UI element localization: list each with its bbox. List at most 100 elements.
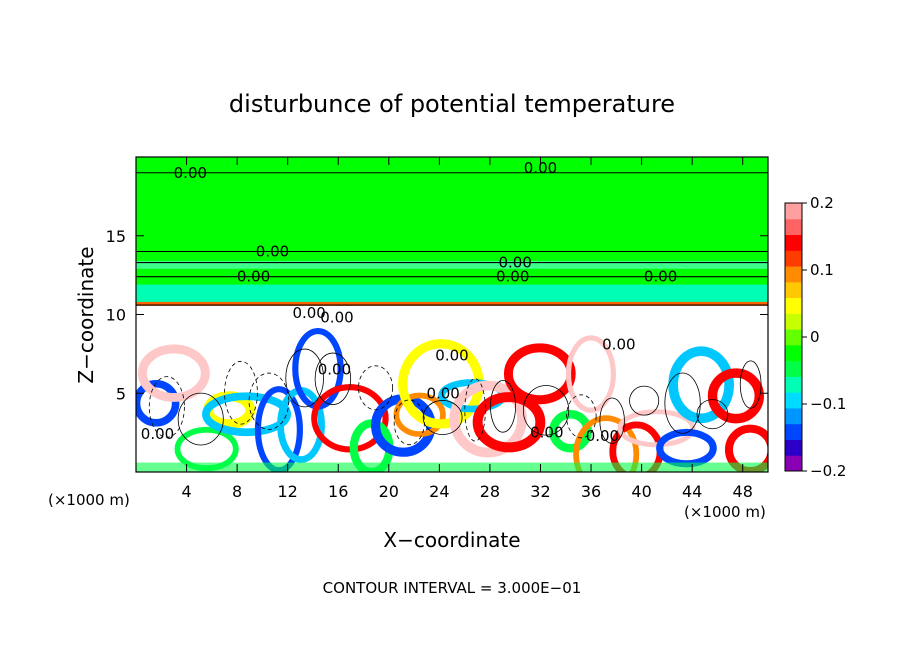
contour-line: [464, 378, 486, 442]
x-tick-label: 12: [278, 482, 298, 501]
contour-label: 0.00: [530, 424, 563, 442]
colorbar-swatch: [785, 266, 802, 283]
contour-line: [314, 352, 352, 405]
colorbar-swatch: [785, 313, 802, 330]
contour-label: 0.00: [292, 304, 325, 322]
contour-label: 0.00: [256, 243, 289, 261]
contour-line: [358, 365, 393, 411]
contour-line: [629, 385, 660, 416]
contour-label: 0.00: [602, 335, 635, 353]
colorbar-tick-label: −0.1: [810, 395, 846, 413]
y-axis-label: Z−coordinate: [74, 246, 98, 383]
x-axis-label: X−coordinate: [383, 528, 520, 552]
colorbar-swatch: [785, 407, 802, 425]
contour-line: [393, 399, 425, 446]
colorbar-tick-label: 0.2: [810, 194, 834, 212]
x-tick-label: 44: [682, 482, 702, 501]
plume: [137, 344, 210, 402]
plume: [573, 415, 640, 472]
surface-band: [136, 462, 768, 472]
contour-label: 0.00: [426, 384, 459, 402]
x-tick-label: 36: [581, 482, 601, 501]
contour-line: [285, 348, 324, 408]
contour-line: [224, 360, 258, 425]
contour-line: [739, 360, 762, 409]
contour-label: 0.00: [586, 427, 619, 445]
plume: [202, 392, 292, 437]
contour-interval-note: CONTOUR INTERVAL = 3.000E−01: [323, 579, 582, 597]
chart-title: disturbunce of potential temperature: [229, 90, 675, 118]
contour-line: [696, 399, 729, 430]
band-2: [136, 284, 768, 302]
colorbar-swatch: [785, 297, 802, 314]
contour-line: [422, 400, 463, 435]
x-tick-label: 24: [429, 482, 449, 501]
upper-layer: [136, 157, 768, 306]
colorbar-swatch: [785, 392, 802, 409]
x-tick-label: 28: [480, 482, 500, 501]
colorbar: [784, 202, 803, 472]
colorbar-swatch: [785, 218, 802, 236]
x-tick-label: 48: [733, 482, 753, 501]
colorbar-swatch: [785, 439, 802, 456]
contour-label: 0.00: [237, 268, 270, 286]
x-unit-right: (×1000 m): [684, 503, 766, 521]
x-tick-label: 16: [328, 482, 348, 501]
x-unit-left: (×1000 m): [48, 491, 130, 509]
x-axis: 4 8 12 16 20 24 28 32 36 40 44 48: [181, 157, 753, 501]
y-tick-label: 15: [106, 227, 126, 246]
contour-label: 0.00: [318, 361, 351, 379]
plume: [472, 392, 546, 453]
colorbar-swatch: [785, 203, 802, 220]
y-axis: 5 10 15: [106, 227, 768, 403]
contour-line: [566, 394, 597, 439]
colorbar-tick-label: 0.1: [810, 261, 834, 279]
contour-label: 0.00: [524, 159, 557, 177]
contour-line: [490, 380, 516, 433]
y-tick-label: 10: [106, 306, 126, 325]
colorbar-swatch: [785, 234, 802, 251]
contour-line: [599, 397, 625, 444]
x-tick-label: 8: [232, 482, 242, 501]
colorbar-tick-label: 0: [810, 328, 820, 346]
contour-labels: 0.00 0.000.000.000.00 0.00 0.000.000.000.00…: [141, 159, 677, 445]
colorbar-ticks: 0.2 0.1 0 −0.1 −0.2: [802, 194, 846, 480]
colorbar-swatch: [785, 344, 802, 362]
colorbar-swatch: [785, 423, 802, 440]
contour-label: 0.00: [644, 268, 677, 286]
plume: [548, 410, 593, 453]
colorbar-swatch: [785, 455, 802, 472]
band-3: [136, 301, 768, 306]
colorbar-tick-label: −0.2: [810, 462, 846, 480]
x-tick-label: 4: [181, 482, 191, 501]
contour-label: 0.00: [174, 164, 207, 182]
band-1: [136, 260, 768, 269]
colorbar-swatch: [785, 250, 802, 267]
contour-line: [248, 372, 290, 430]
colorbar-swatch: [785, 281, 802, 299]
contour-label: 0.00: [498, 254, 531, 272]
contour-line: [664, 372, 701, 434]
plume: [668, 346, 734, 424]
colorbar-swatch: [785, 329, 802, 346]
plume: [565, 335, 616, 413]
contour-line: [522, 385, 570, 436]
contour-line: [177, 392, 224, 446]
colorbar-swatch: [785, 376, 802, 393]
plume: [449, 380, 527, 458]
contour-label: 0.00: [320, 309, 353, 327]
x-tick-label: 20: [379, 482, 399, 501]
contour-line: [148, 376, 185, 438]
x-tick-label: 40: [631, 482, 651, 501]
contour-label: 0.00: [435, 346, 468, 364]
contour-label: 0.00: [496, 268, 529, 286]
y-tick-label: 5: [116, 384, 126, 403]
plume: [393, 392, 446, 437]
x-tick-label: 32: [530, 482, 550, 501]
colorbar-swatch: [785, 360, 802, 377]
plume: [503, 343, 576, 405]
plot-area: [136, 157, 768, 472]
contour-label: 0.00: [141, 425, 174, 443]
